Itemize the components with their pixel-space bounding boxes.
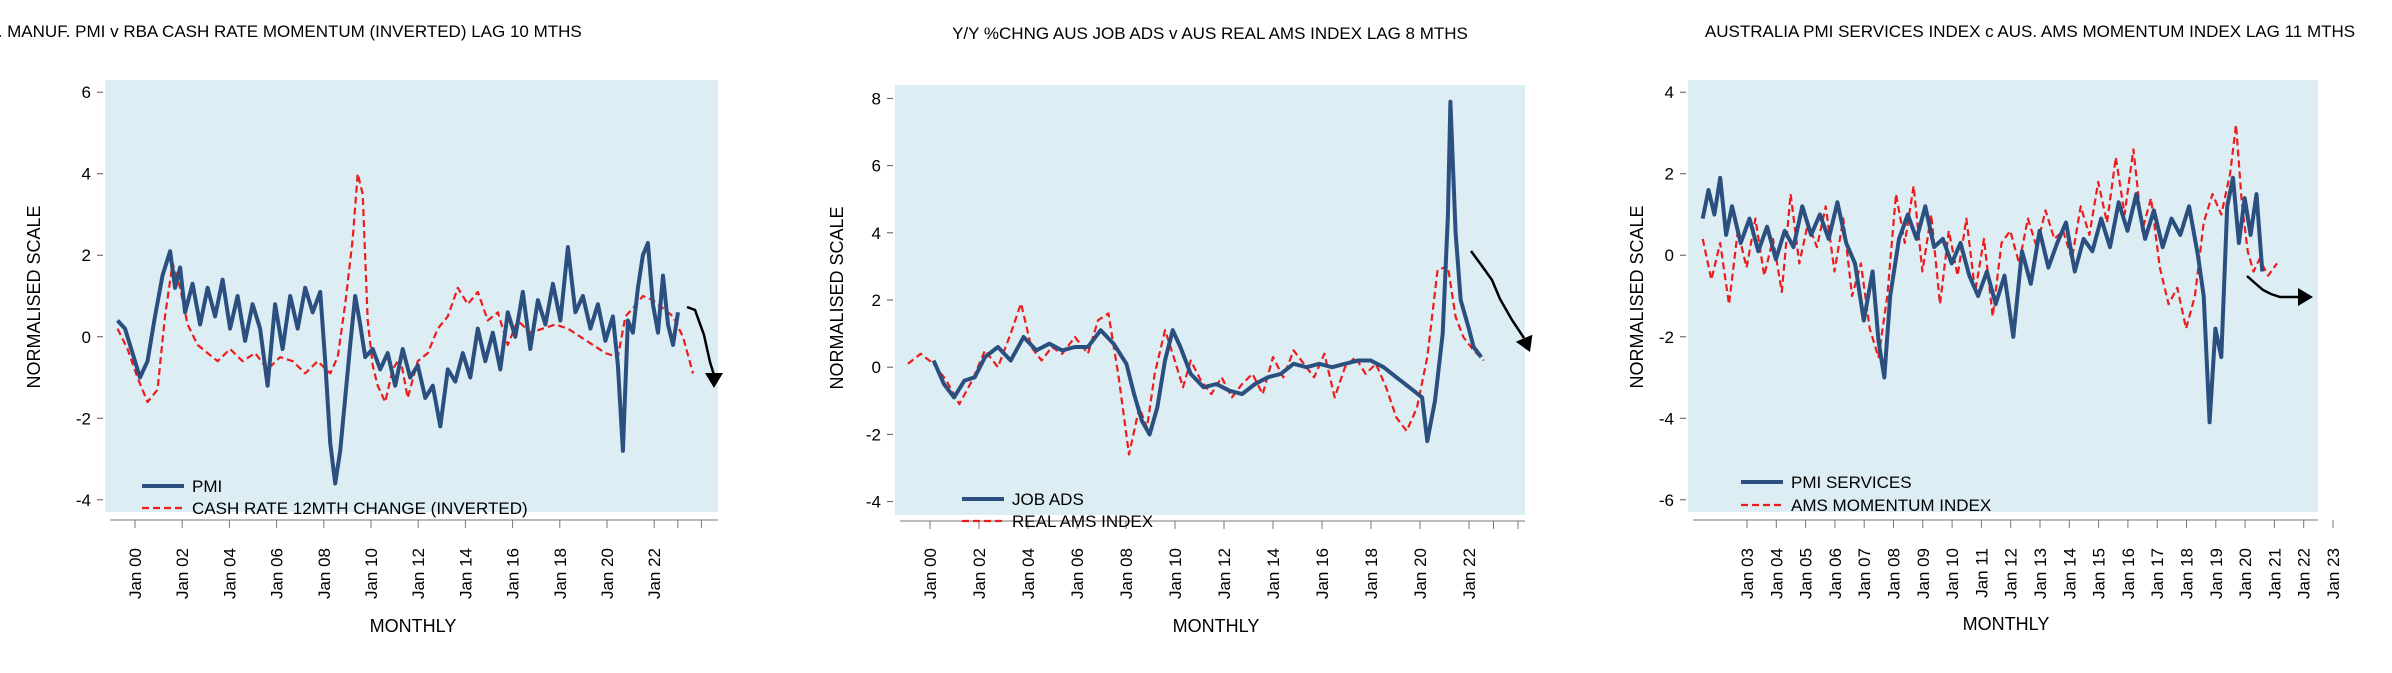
y-tick-label: 2 <box>82 246 91 265</box>
y-tick-label: 0 <box>1665 246 1674 265</box>
x-tick-label: Jan 16 <box>2119 548 2138 599</box>
y-axis-label: NORMALISED SCALE <box>1627 205 1647 388</box>
plot-area <box>895 85 1525 515</box>
y-tick-label: 4 <box>1665 83 1674 102</box>
trend-arrow-line <box>2246 275 2300 299</box>
y-tick-label: -6 <box>1659 491 1674 510</box>
x-tick-label: Jan 06 <box>1068 548 1087 599</box>
x-tick-label: Jan 11 <box>1972 548 1991 598</box>
y-tick-label: -4 <box>1659 409 1674 428</box>
y-tick-label: 2 <box>1665 165 1674 184</box>
chart-panel-job-ads-ams: Y/Y %CHNG AUS JOB ADS v AUS REAL AMS IND… <box>800 0 1590 673</box>
x-tick-label: Jan 15 <box>2090 548 2109 599</box>
x-tick-label: Jan 20 <box>2236 548 2255 599</box>
y-tick-label: -2 <box>76 409 91 428</box>
x-axis-label: MONTHLY <box>370 616 457 636</box>
plot-area <box>1688 80 2318 512</box>
x-tick-label: Jan 04 <box>1019 548 1038 599</box>
x-tick-label: Jan 08 <box>1117 548 1136 599</box>
y-tick-label: 4 <box>872 224 881 243</box>
trend-arrow-head <box>1515 334 1533 352</box>
x-tick-label: Jan 10 <box>1943 548 1962 599</box>
chart-title: AUST. MANUF. PMI v RBA CASH RATE MOMENTU… <box>0 22 582 41</box>
x-tick-label: Jan 22 <box>2295 548 2314 599</box>
plot-area <box>105 80 718 512</box>
chart-svg-job-ads-ams: Y/Y %CHNG AUS JOB ADS v AUS REAL AMS IND… <box>827 24 1533 636</box>
trend-arrow-head <box>705 373 723 388</box>
trend-arrow-line <box>686 305 716 376</box>
x-tick-label: Jan 23 <box>2324 548 2343 599</box>
x-tick-label: Jan 02 <box>173 548 192 599</box>
x-tick-label: Jan 12 <box>2002 548 2021 599</box>
y-tick-label: -4 <box>76 491 91 510</box>
x-tick-label: Jan 06 <box>1826 548 1845 599</box>
series-line-solid <box>116 241 680 486</box>
y-tick-label: 0 <box>872 358 881 377</box>
x-tick-label: Jan 14 <box>456 548 475 599</box>
x-tick-label: Jan 03 <box>1738 548 1757 599</box>
legend-label: PMI <box>192 477 222 496</box>
y-tick-label: 4 <box>82 165 91 184</box>
legend-label: CASH RATE 12MTH CHANGE (INVERTED) <box>192 499 528 518</box>
chart-svg-pmi-cash-rate: AUST. MANUF. PMI v RBA CASH RATE MOMENTU… <box>0 22 723 636</box>
x-tick-label: Jan 12 <box>409 548 428 599</box>
x-tick-label: Jan 13 <box>2031 548 2050 599</box>
x-tick-label: Jan 14 <box>1264 548 1283 599</box>
x-tick-label: Jan 00 <box>126 548 145 599</box>
x-tick-label: Jan 09 <box>1914 548 1933 599</box>
y-tick-label: -2 <box>866 425 881 444</box>
legend-label: PMI SERVICES <box>1791 473 1912 492</box>
chart-title: AUSTRALIA PMI SERVICES INDEX c AUS. AMS … <box>1705 22 2355 41</box>
chart-panel-pmi-services-ams: AUSTRALIA PMI SERVICES INDEX c AUS. AMS … <box>1600 0 2392 673</box>
chart-svg-pmi-services-ams: AUSTRALIA PMI SERVICES INDEX c AUS. AMS … <box>1627 22 2355 634</box>
series-line-dashed <box>116 172 695 404</box>
x-tick-label: Jan 18 <box>2178 548 2197 599</box>
x-tick-label: Jan 02 <box>970 548 989 599</box>
x-tick-label: Jan 12 <box>1215 548 1234 599</box>
x-tick-label: Jan 17 <box>2148 548 2167 599</box>
x-tick-label: Jan 08 <box>1885 548 1904 599</box>
y-tick-label: -2 <box>1659 328 1674 347</box>
y-tick-label: 6 <box>82 83 91 102</box>
series-line-solid <box>931 99 1483 444</box>
trend-arrow-head <box>2298 288 2313 306</box>
x-tick-label: Jan 18 <box>1362 548 1381 599</box>
x-tick-label: Jan 00 <box>921 548 940 599</box>
y-tick-label: 6 <box>872 157 881 176</box>
x-tick-label: Jan 06 <box>268 548 287 599</box>
x-tick-label: Jan 20 <box>598 548 617 599</box>
x-tick-label: Jan 08 <box>315 548 334 599</box>
x-tick-label: Jan 20 <box>1411 548 1430 599</box>
x-tick-label: Jan 10 <box>362 548 381 599</box>
x-tick-label: Jan 19 <box>2207 548 2226 599</box>
chart-panel-pmi-cash-rate: AUST. MANUF. PMI v RBA CASH RATE MOMENTU… <box>0 0 790 673</box>
y-axis-label: NORMALISED SCALE <box>827 206 847 389</box>
x-tick-label: Jan 07 <box>1855 548 1874 599</box>
x-axis-label: MONTHLY <box>1963 614 2050 634</box>
x-tick-label: Jan 22 <box>645 548 664 599</box>
x-tick-label: Jan 16 <box>1313 548 1332 599</box>
x-tick-label: Jan 05 <box>1797 548 1816 599</box>
legend-label: JOB ADS <box>1012 490 1084 509</box>
x-tick-label: Jan 10 <box>1166 548 1185 599</box>
y-tick-label: 8 <box>872 89 881 108</box>
x-tick-label: Jan 16 <box>504 548 523 599</box>
x-tick-label: Jan 18 <box>551 548 570 599</box>
x-tick-label: Jan 04 <box>220 548 239 599</box>
y-axis-label: NORMALISED SCALE <box>24 205 44 388</box>
x-tick-label: Jan 21 <box>2265 548 2284 599</box>
x-axis-label: MONTHLY <box>1173 616 1260 636</box>
y-tick-label: 0 <box>82 328 91 347</box>
trend-arrow-line <box>1469 250 1526 339</box>
legend-label: AMS MOMENTUM INDEX <box>1791 496 1991 515</box>
legend-label: REAL AMS INDEX <box>1012 512 1153 531</box>
series-line-solid <box>1700 175 2265 425</box>
x-tick-label: Jan 14 <box>2060 548 2079 599</box>
x-tick-label: Jan 22 <box>1460 548 1479 599</box>
x-tick-label: Jan 04 <box>1767 548 1786 599</box>
y-tick-label: 2 <box>872 291 881 310</box>
chart-title: Y/Y %CHNG AUS JOB ADS v AUS REAL AMS IND… <box>952 24 1468 43</box>
y-tick-label: -4 <box>866 493 881 512</box>
series-line-dashed <box>1701 123 2278 359</box>
